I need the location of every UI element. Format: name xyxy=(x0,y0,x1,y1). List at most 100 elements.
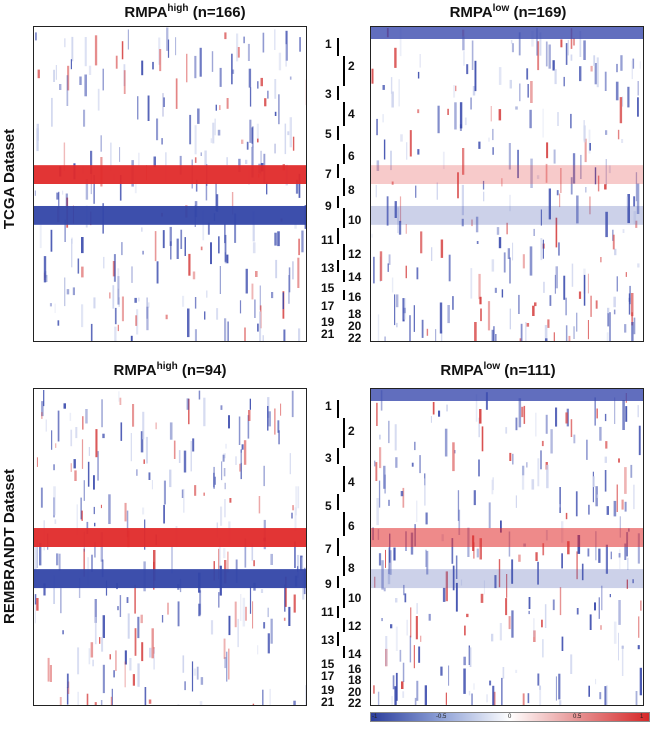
heatmap-streak xyxy=(413,645,415,669)
heatmap-streak xyxy=(387,568,391,585)
heatmap-streak xyxy=(619,97,623,124)
heatmap-streak xyxy=(186,53,188,83)
heatmap-streak xyxy=(219,67,222,87)
heatmap-streak xyxy=(252,703,255,705)
heatmap-streak xyxy=(188,253,191,276)
heatmap-streak xyxy=(228,648,230,680)
heatmap-streak xyxy=(400,134,403,142)
heatmap-streak xyxy=(559,504,561,508)
heatmap-streak xyxy=(604,470,607,492)
heatmap-streak xyxy=(39,219,42,249)
chrom-bar xyxy=(343,244,345,260)
heatmap-streak xyxy=(271,292,274,299)
heatmap-streak xyxy=(589,614,592,630)
heatmap-streak xyxy=(198,603,201,617)
heatmap-streak xyxy=(251,127,253,144)
heatmap-streak xyxy=(152,61,154,70)
heatmap-streak xyxy=(224,499,226,518)
scale-tick-neg1: -1 xyxy=(372,714,378,720)
heatmap-streak xyxy=(501,289,504,298)
chrom-label-13: 13 xyxy=(321,633,335,647)
heatmap-streak xyxy=(555,217,558,248)
heatmap-streak xyxy=(288,606,291,626)
heatmap-streak xyxy=(102,433,105,439)
heatmap-streak xyxy=(452,565,455,591)
heatmap-streak xyxy=(505,598,508,616)
row-label-rembrandt: REMBRANDT Dataset xyxy=(1,468,18,624)
heatmap-streak xyxy=(471,693,473,705)
heatmap-streak xyxy=(264,98,267,107)
chrom-label-15: 15 xyxy=(321,657,335,671)
heatmap-streak xyxy=(102,68,104,91)
heatmap-streak xyxy=(399,27,402,57)
heatmap-streak xyxy=(175,78,178,109)
chrom-label-2: 2 xyxy=(348,424,355,438)
chrom-label-19: 19 xyxy=(321,315,335,329)
heatmap-streak xyxy=(294,223,297,229)
heatmap-streak xyxy=(528,597,531,609)
heatmap-streak xyxy=(181,489,184,498)
title-sup: low xyxy=(492,3,510,14)
heatmap-streak xyxy=(620,55,623,71)
chrom-label-3: 3 xyxy=(325,451,332,465)
heatmap-streak xyxy=(130,433,132,462)
heatmap-streak xyxy=(526,323,530,327)
heatmap-streak xyxy=(376,160,380,171)
heatmap-streak xyxy=(249,586,252,614)
heatmap-streak xyxy=(417,149,420,155)
heatmap-streak xyxy=(518,554,521,562)
heatmap-streak xyxy=(249,87,252,107)
heatmap-streak xyxy=(245,268,248,294)
heatmap-streak xyxy=(459,124,462,131)
heatmap-streak xyxy=(425,549,427,567)
heatmap-streak xyxy=(176,238,179,259)
heatmap-streak xyxy=(618,632,619,661)
heatmap-streak xyxy=(63,403,66,409)
chrom-label-6: 6 xyxy=(348,149,355,163)
heatmap-streak xyxy=(74,470,77,481)
heatmap-streak xyxy=(537,561,539,585)
heatmap-streak xyxy=(85,409,88,424)
heatmap-streak xyxy=(210,620,214,635)
heatmap-streak xyxy=(169,469,172,488)
heatmap-streak xyxy=(263,622,266,629)
heatmap-streak xyxy=(284,576,287,607)
heatmap-streak xyxy=(220,506,223,526)
heatmap-streak xyxy=(56,192,59,200)
heatmap-streak xyxy=(479,296,482,305)
chrom-bar xyxy=(337,86,339,100)
heatmap-streak xyxy=(374,460,376,467)
heatmap-streak xyxy=(214,476,216,485)
heatmap-streak xyxy=(283,329,286,341)
heatmap-streak xyxy=(633,211,637,225)
heatmap-streak xyxy=(559,700,562,705)
chrom-bar xyxy=(337,164,339,178)
heatmap-streak xyxy=(138,152,140,168)
heatmap-streak xyxy=(115,650,117,671)
heatmap-streak xyxy=(141,60,144,76)
heatmap-streak xyxy=(383,465,386,489)
heatmap-streak xyxy=(588,129,591,154)
heatmap-streak xyxy=(605,159,607,185)
heatmap-streak xyxy=(248,68,252,88)
heatmap-streak xyxy=(194,125,197,155)
heatmap-streak xyxy=(218,537,221,568)
scale-tick-05: 0.5 xyxy=(573,714,582,720)
heatmap-streak xyxy=(613,296,616,308)
chrom-label-15: 15 xyxy=(321,281,335,295)
heatmap-streak xyxy=(475,216,479,233)
heatmap-streak xyxy=(567,39,569,56)
heatmap-streak xyxy=(447,108,449,115)
heatmap-streak xyxy=(388,254,391,265)
heatmap-streak xyxy=(614,248,617,256)
heatmap-streak xyxy=(530,81,533,103)
heatmap-streak xyxy=(93,297,96,309)
heatmap-streak xyxy=(473,683,475,690)
heatmap-streak xyxy=(36,457,38,467)
heatmap-streak xyxy=(631,60,633,80)
chrom-label-17: 17 xyxy=(321,299,335,313)
heatmap-streak xyxy=(581,563,584,581)
heatmap-streak xyxy=(480,308,482,322)
heatmap-streak xyxy=(625,272,627,277)
heatmap-streak xyxy=(227,321,229,341)
